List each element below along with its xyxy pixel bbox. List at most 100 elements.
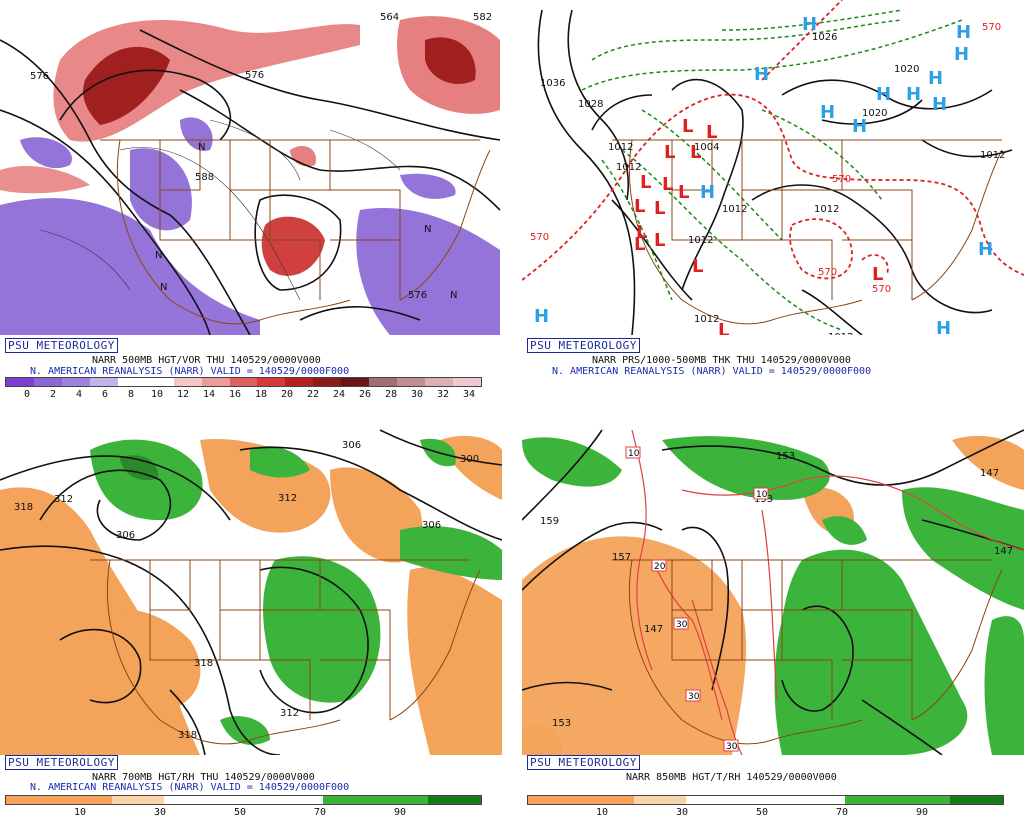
contour-label: 312 xyxy=(278,493,297,504)
contour-label: 312 xyxy=(54,494,73,505)
rh700-map: 318 312 306 306 300 312 306 318 318 312 … xyxy=(0,429,502,755)
n-mark: N xyxy=(198,142,205,153)
tick-label: 0 xyxy=(23,389,31,400)
tick-label: 12 xyxy=(176,389,190,400)
thickness-label: 570 xyxy=(832,174,851,185)
temp-label: 30 xyxy=(676,620,688,630)
contour-label: 318 xyxy=(14,502,33,513)
thickness-570-contour xyxy=(522,0,1024,281)
high-pressure-centers: H H H H H H H H H H H H H H xyxy=(534,14,993,335)
panel-700mb-rh: 318 312 306 306 300 312 306 318 318 312 … xyxy=(0,410,502,819)
temperature-labels: 10 10 20 30 30 30 xyxy=(625,446,769,752)
pressure-map: H H H H H H H H H H H H H H L L L L L L … xyxy=(522,0,1024,335)
isobar-label: 1012 xyxy=(980,150,1005,161)
chart-subtitle: N. AMERICAN REANALYSIS (NARR) VALID = 14… xyxy=(30,366,350,377)
isobar-label: 1028 xyxy=(578,99,603,110)
low-mark: L xyxy=(682,116,693,137)
vorticity-colorbar xyxy=(5,377,482,387)
thickness-label: 570 xyxy=(982,22,1001,33)
vorticity-min-marks: N N N N N xyxy=(155,142,457,301)
tick-label: 6 xyxy=(101,389,109,400)
contour-label: 576 xyxy=(245,70,264,81)
high-mark: H xyxy=(978,239,993,260)
political-borders xyxy=(90,559,481,745)
chart-title: NARR 700MB HGT/RH THU 140529/0000V000 xyxy=(92,772,315,783)
tick-label: 24 xyxy=(332,389,346,400)
low-mark: L xyxy=(692,256,703,277)
tick-label: 10 xyxy=(150,389,164,400)
vorticity-map: 576 564 582 588 576 576 N N N N N xyxy=(0,10,502,335)
rh-colorbar xyxy=(527,795,1004,805)
isobar-labels: 1036 1028 1026 1020 1020 1012 1004 1012 … xyxy=(540,32,1005,335)
tick-label: 28 xyxy=(384,389,398,400)
isobar-label: 1026 xyxy=(812,32,837,43)
high-mark: H xyxy=(754,64,769,85)
low-mark: L xyxy=(664,142,675,163)
tick-label: 22 xyxy=(306,389,320,400)
tick-label: 16 xyxy=(228,389,242,400)
high-mark: H xyxy=(928,68,943,89)
contour-label: 306 xyxy=(342,440,361,451)
chart-title: NARR PRS/1000-500MB THK THU 140529/0000V… xyxy=(592,355,851,366)
tick-label: 70 xyxy=(835,807,849,818)
isobar-label: 1012 xyxy=(828,332,853,335)
panel-850mb-hgt-t-rh: 153 159 157 147 153 147 147 153 10 10 20… xyxy=(522,410,1024,819)
low-mark: L xyxy=(634,196,645,217)
psu-badge: PSU METEOROLOGY xyxy=(5,755,118,770)
height-contours xyxy=(522,429,1024,755)
low-mark: L xyxy=(872,264,883,285)
chart-subtitle: N. AMERICAN REANALYSIS (NARR) VALID = 14… xyxy=(552,366,872,377)
thickness-label: 570 xyxy=(818,267,837,278)
height-contours xyxy=(0,429,502,755)
isobar-label: 1020 xyxy=(862,108,887,119)
contour-label: 300 xyxy=(460,454,479,465)
tick-label: 50 xyxy=(755,807,769,818)
isobar-label: 1012 xyxy=(814,204,839,215)
n-mark: N xyxy=(450,290,457,301)
rh-colorbar-ticks: 10 30 50 70 90 xyxy=(527,807,1002,819)
tick-label: 10 xyxy=(73,807,87,818)
panel-pressure-thickness: H H H H H H H H H H H H H H L L L L L L … xyxy=(522,0,1024,409)
tick-label: 14 xyxy=(202,389,216,400)
contour-label: 564 xyxy=(380,12,399,23)
chart-subtitle: N. AMERICAN REANALYSIS (NARR) VALID = 14… xyxy=(30,782,350,793)
contour-label: 576 xyxy=(30,71,49,82)
n-mark: N xyxy=(160,282,167,293)
panel-500mb-vorticity: 576 564 582 588 576 576 N N N N N PSU ME… xyxy=(0,0,502,409)
temp-label: 10 xyxy=(756,490,768,500)
low-mark: L xyxy=(654,230,665,251)
rh850-map: 153 159 157 147 153 147 147 153 10 10 20… xyxy=(522,429,1024,755)
contour-label: 582 xyxy=(473,12,492,23)
tick-label: 30 xyxy=(153,807,167,818)
low-mark: L xyxy=(678,182,689,203)
contour-label: 306 xyxy=(116,530,135,541)
height-label: 147 xyxy=(980,468,999,479)
high-mark: H xyxy=(936,318,951,335)
low-pressure-centers: L L L L L L L L L L L L L L L xyxy=(634,116,883,335)
chart-title: NARR 500MB HGT/VOR THU 140529/0000V000 xyxy=(92,355,321,366)
isobars xyxy=(537,9,1013,335)
isobar-label: 1004 xyxy=(694,142,719,153)
low-mark: L xyxy=(718,320,729,335)
low-mark: L xyxy=(654,198,665,219)
high-mark: H xyxy=(932,94,947,115)
political-borders xyxy=(612,139,1003,325)
tick-label: 20 xyxy=(280,389,294,400)
tick-label: 34 xyxy=(462,389,476,400)
tick-label: 8 xyxy=(127,389,135,400)
isobar-label: 1036 xyxy=(540,78,565,89)
isobar-label: 1012 xyxy=(694,314,719,325)
tick-label: 70 xyxy=(313,807,327,818)
tick-label: 30 xyxy=(410,389,424,400)
n-mark: N xyxy=(155,250,162,261)
political-borders xyxy=(100,139,491,325)
isobar-label: 1020 xyxy=(894,64,919,75)
high-mark: H xyxy=(954,44,969,65)
contour-label: 312 xyxy=(280,708,299,719)
low-mark: L xyxy=(634,234,645,255)
psu-badge: PSU METEOROLOGY xyxy=(527,338,640,353)
rh-colorbar xyxy=(5,795,482,805)
height-label: 147 xyxy=(994,546,1013,557)
psu-badge: PSU METEOROLOGY xyxy=(5,338,118,353)
height-label: 159 xyxy=(540,516,559,527)
